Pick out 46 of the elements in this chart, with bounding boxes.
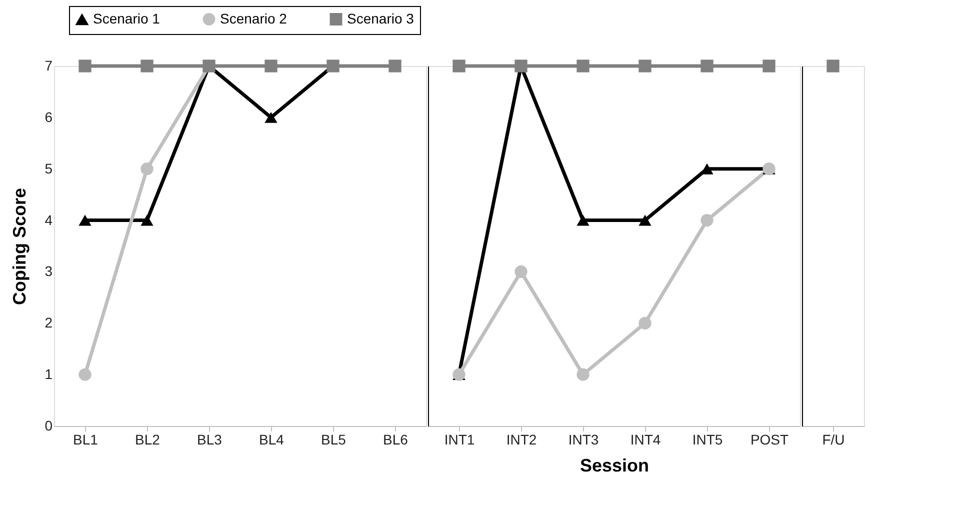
point bbox=[78, 214, 92, 226]
x-tick-label: INT1 bbox=[444, 432, 475, 448]
y-tick-label: 3 bbox=[44, 263, 53, 280]
y-tick-label: 6 bbox=[44, 108, 53, 125]
point bbox=[264, 112, 278, 123]
point bbox=[140, 60, 154, 72]
point bbox=[78, 60, 92, 72]
legend-label: Scenario 2 bbox=[220, 10, 288, 26]
point bbox=[762, 60, 776, 72]
point bbox=[576, 214, 590, 226]
x-tick-label: BL2 bbox=[135, 432, 160, 448]
y-axis-title: Coping Score bbox=[10, 188, 30, 306]
x-tick-label: INT2 bbox=[506, 432, 537, 448]
point bbox=[140, 162, 154, 176]
point bbox=[576, 368, 590, 381]
x-tick-label: BL6 bbox=[383, 432, 408, 448]
y-tick-label: 2 bbox=[44, 314, 53, 331]
x-tick-label: INT4 bbox=[630, 432, 661, 448]
point bbox=[576, 60, 590, 72]
x-tick-label: BL5 bbox=[321, 432, 346, 448]
point bbox=[452, 60, 466, 72]
legend-label: Scenario 3 bbox=[347, 10, 414, 26]
x-tick-label: POST bbox=[750, 432, 790, 448]
x-axis-title: Session bbox=[580, 456, 650, 476]
y-tick-label: 1 bbox=[44, 366, 53, 382]
x-tick-label: BL3 bbox=[197, 432, 222, 448]
point bbox=[388, 60, 402, 72]
point bbox=[140, 214, 154, 226]
point bbox=[700, 60, 714, 72]
point bbox=[264, 60, 278, 72]
point bbox=[638, 214, 652, 226]
y-tick-label: 7 bbox=[44, 58, 53, 74]
y-tick-label: 4 bbox=[44, 212, 53, 228]
x-tick-label: BL4 bbox=[259, 432, 284, 448]
x-tick-label: F/U bbox=[822, 432, 845, 448]
point bbox=[78, 368, 92, 381]
point bbox=[638, 60, 652, 72]
x-tick-label: BL1 bbox=[73, 432, 98, 448]
point bbox=[700, 214, 714, 227]
x-tick-label: INT5 bbox=[692, 432, 723, 448]
x-tick-label: INT3 bbox=[568, 432, 599, 448]
point bbox=[638, 316, 652, 330]
y-tick-label: 0 bbox=[44, 418, 53, 434]
y-tick-label: 5 bbox=[44, 160, 53, 176]
point bbox=[514, 265, 528, 278]
legend-label: Scenario 1 bbox=[93, 10, 160, 27]
